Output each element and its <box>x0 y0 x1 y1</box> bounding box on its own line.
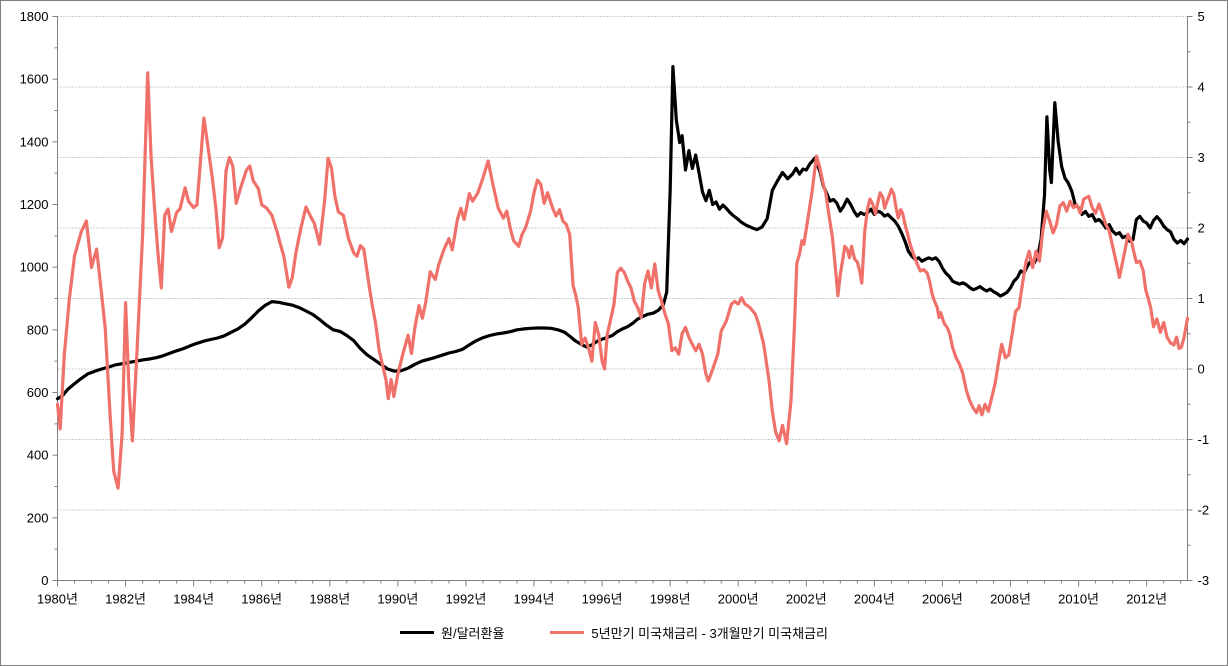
right-axis-tick-label: 3 <box>1198 150 1205 165</box>
x-axis-tick-label: 1992년 <box>445 592 486 607</box>
left-axis-tick-label: 0 <box>41 573 48 588</box>
right-axis-tick-label: -1 <box>1198 432 1210 447</box>
right-axis-tick-label: 2 <box>1198 221 1205 236</box>
legend-label-spread: 5년만기 미국채금리 - 3개월만기 미국채금리 <box>591 626 828 641</box>
x-axis-tick-label: 1994년 <box>514 592 555 607</box>
x-axis-tick-label: 1998년 <box>650 592 691 607</box>
x-axis-tick-label: 1988년 <box>309 592 350 607</box>
left-axis-tick-label: 400 <box>27 448 49 463</box>
left-axis-tick-label: 1800 <box>20 9 49 24</box>
x-axis-tick-label: 1984년 <box>173 592 214 607</box>
x-axis-tick-label: 1980년 <box>37 592 78 607</box>
left-axis-tick-label: 1600 <box>20 72 49 87</box>
spread-line-swatch <box>550 631 585 634</box>
right-axis-tick-label: 0 <box>1198 362 1205 377</box>
legend-item-spread: 5년만기 미국채금리 - 3개월만기 미국채금리 <box>550 623 828 642</box>
x-axis-tick-label: 1982년 <box>105 592 146 607</box>
right-axis-tick-label: 1 <box>1198 291 1205 306</box>
legend-label-exchange-rate: 원/달러환율 <box>441 626 505 641</box>
series-line-treasury-spread <box>55 71 1190 490</box>
left-axis-tick-label: 1400 <box>20 134 49 149</box>
chart-legend: 원/달러환율 5년만기 미국채금리 - 3개월만기 미국채금리 <box>1 623 1227 642</box>
left-axis-tick-label: 200 <box>27 510 49 525</box>
x-axis-tick-label: 2008년 <box>990 592 1031 607</box>
right-axis-tick-label: -2 <box>1198 503 1210 518</box>
x-axis-tick-label: 2004년 <box>854 592 895 607</box>
exchange-rate-line-swatch <box>400 631 434 634</box>
legend-item-exchange-rate: 원/달러환율 <box>400 623 504 642</box>
right-axis-tick-label: -3 <box>1198 573 1210 588</box>
x-axis-tick-label: 1996년 <box>582 592 623 607</box>
left-axis-tick-label: 600 <box>27 385 49 400</box>
left-axis-tick-label: 1000 <box>20 260 49 275</box>
left-axis-tick-label: 800 <box>27 322 49 337</box>
x-axis-tick-label: 2006년 <box>922 592 963 607</box>
left-axis-tick-label: 1200 <box>20 197 49 212</box>
x-axis-tick-label: 1986년 <box>241 592 282 607</box>
series-line-exchange-rate <box>55 64 1190 401</box>
x-axis-tick-label: 2010년 <box>1058 592 1099 607</box>
x-axis-tick-label: 2000년 <box>718 592 759 607</box>
right-axis-tick-label: 4 <box>1198 80 1205 95</box>
x-axis-tick-label: 2002년 <box>786 592 827 607</box>
right-axis-tick-label: 5 <box>1198 9 1205 24</box>
x-axis-tick-label: 1990년 <box>377 592 418 607</box>
x-axis-tick-label: 2012년 <box>1126 592 1167 607</box>
